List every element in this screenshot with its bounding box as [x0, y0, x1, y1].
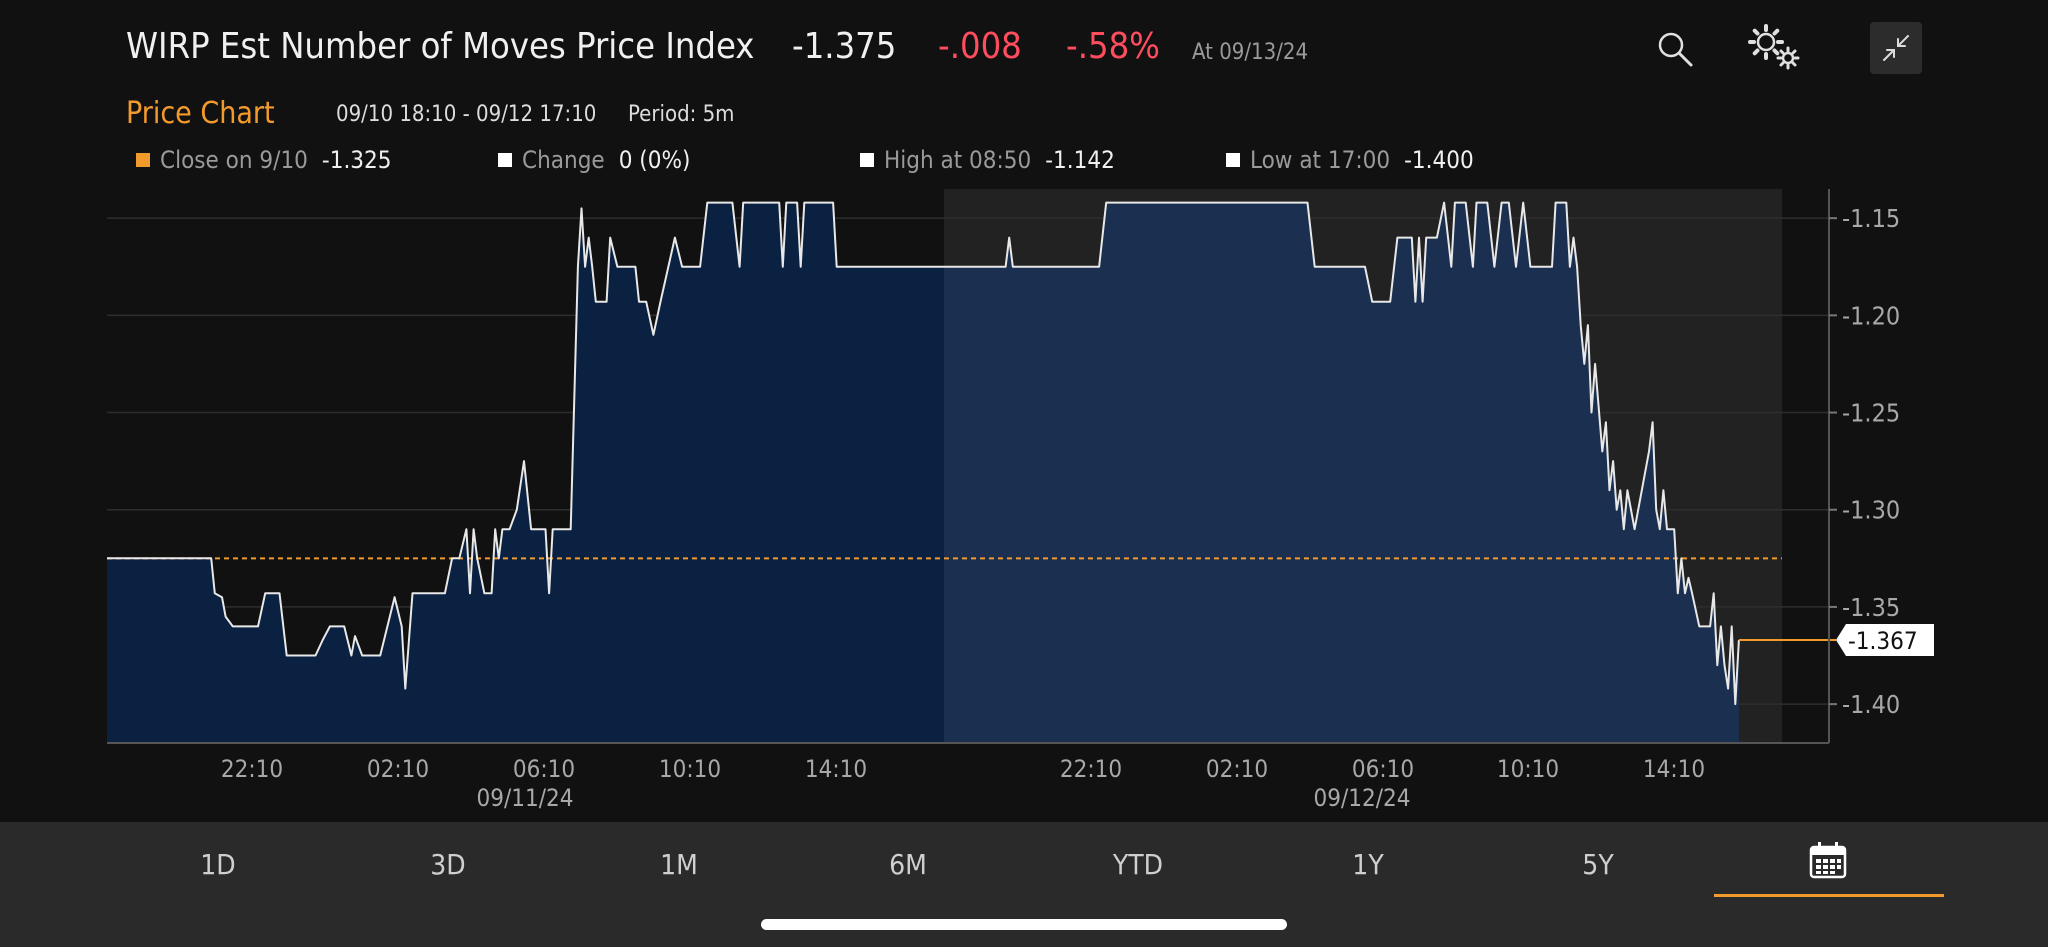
x-tick-label: 10:10: [1497, 755, 1559, 783]
x-tick-label: 02:10: [367, 755, 429, 783]
tab-1m[interactable]: 1M: [660, 848, 698, 881]
area-fill-highlight: [944, 202, 1739, 744]
as-of-date: At 09/13/24: [1192, 40, 1309, 65]
tab-6m[interactable]: 6M: [889, 848, 927, 881]
legend-close-label: Close on 9/10: [160, 146, 308, 174]
percent-change: -.58%: [1066, 26, 1160, 67]
collapse-icon[interactable]: [1870, 22, 1922, 74]
x-date-label: 09/12/24: [1314, 784, 1411, 812]
x-tick-label: 10:10: [659, 755, 721, 783]
y-tick-label: -1.25: [1842, 399, 1900, 428]
legend-change-label: Change: [522, 146, 605, 174]
legend-high-label: High at 08:50: [884, 146, 1032, 174]
y-tick-label: -1.35: [1842, 593, 1900, 622]
legend-swatch-low: [1226, 153, 1240, 167]
x-tick-label: 02:10: [1206, 755, 1268, 783]
legend-high-value: -1.142: [1045, 146, 1115, 174]
legend-high: High at 08:50 -1.142: [860, 146, 1115, 174]
last-value-label: -1.367: [1836, 623, 1934, 656]
calendar-icon[interactable]: [1808, 840, 1848, 880]
y-axis: -1.15 -1.20 -1.25 -1.30 -1.35 -1.40: [1829, 204, 1900, 719]
legend-change-value: 0 (0%): [618, 146, 691, 174]
date-range: 09/10 18:10 - 09/12 17:10: [336, 102, 597, 127]
tab-ytd[interactable]: YTD: [1112, 848, 1164, 881]
x-axis: 22:10 02:10 06:10 10:10 14:10 22:10 02:10 06:10…: [221, 755, 1705, 812]
chart-header: WIRP Est Number of Moves Price Index -1.…: [0, 0, 2048, 190]
last-price: -1.375: [792, 26, 897, 67]
legend-swatch-change: [498, 153, 512, 167]
x-tick-label: 14:10: [1643, 755, 1705, 783]
search-icon[interactable]: [1652, 26, 1698, 72]
tab-1d[interactable]: 1D: [200, 848, 236, 881]
x-tick-label: 14:10: [805, 755, 867, 783]
legend-close: Close on 9/10 -1.325: [136, 146, 392, 174]
price-chart-label: Price Chart: [126, 96, 275, 131]
x-tick-label: 22:10: [1060, 755, 1122, 783]
legend-change: Change 0 (0%): [498, 146, 690, 174]
y-tick-label: -1.40: [1842, 690, 1900, 719]
tab-3d[interactable]: 3D: [430, 848, 466, 881]
x-tick-label: 06:10: [513, 755, 575, 783]
legend-close-value: -1.325: [321, 146, 392, 174]
last-value-label-bg: [1836, 623, 1934, 656]
period-label: Period: 5m: [628, 102, 735, 127]
x-tick-label: 06:10: [1352, 755, 1414, 783]
gear-icon[interactable]: [1744, 20, 1804, 76]
last-value-text: -1.367: [1848, 627, 1918, 655]
price-chart[interactable]: -1.15 -1.20 -1.25 -1.30 -1.35 -1.40 22:10 02:1…: [0, 186, 2048, 822]
home-indicator: [761, 919, 1287, 930]
net-change: -.008: [938, 26, 1022, 67]
price-line: [107, 201, 1740, 706]
x-date-label: 09/11/24: [477, 784, 574, 812]
legend-low: Low at 17:00 -1.400: [1226, 146, 1474, 174]
y-tick-label: -1.15: [1842, 204, 1900, 233]
range-tab-bar: 1D 3D 1M 6M YTD 1Y 5Y: [0, 822, 2048, 947]
legend-swatch-close: [136, 153, 150, 167]
selected-tab-indicator: [1714, 894, 1944, 897]
legend-low-label: Low at 17:00: [1250, 146, 1391, 174]
legend-swatch-high: [860, 153, 874, 167]
tab-1y[interactable]: 1Y: [1352, 848, 1384, 881]
tab-5y[interactable]: 5Y: [1582, 848, 1614, 881]
page-title: WIRP Est Number of Moves Price Index: [126, 26, 755, 67]
y-tick-label: -1.30: [1842, 496, 1900, 525]
x-tick-label: 22:10: [221, 755, 283, 783]
legend-low-value: -1.400: [1404, 146, 1474, 174]
y-tick-label: -1.20: [1842, 301, 1900, 330]
